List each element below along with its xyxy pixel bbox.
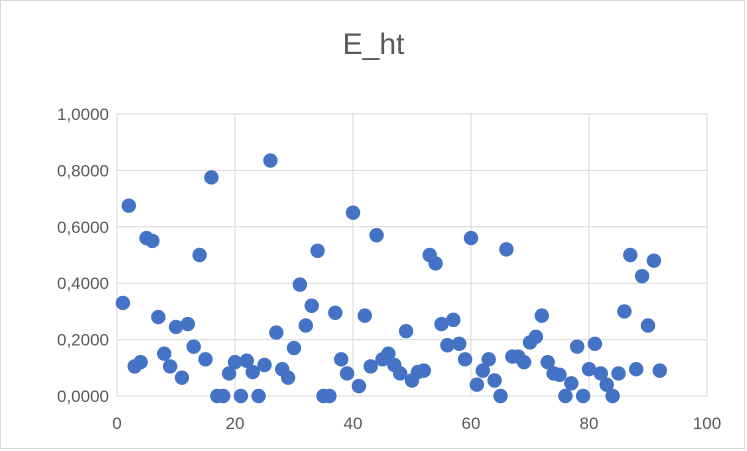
y-tick-label: 0,2000 bbox=[57, 331, 109, 350]
data-point bbox=[646, 253, 662, 268]
data-point bbox=[499, 242, 514, 257]
data-point bbox=[145, 233, 160, 249]
data-point bbox=[463, 230, 479, 246]
data-point bbox=[381, 346, 396, 361]
y-tick-label: 0,8000 bbox=[57, 161, 109, 180]
data-point bbox=[192, 247, 207, 263]
x-tick-label: 100 bbox=[693, 414, 721, 433]
data-point bbox=[446, 312, 461, 328]
data-point bbox=[652, 363, 667, 378]
data-point bbox=[233, 388, 249, 404]
data-point bbox=[322, 388, 337, 404]
data-point bbox=[617, 304, 632, 319]
data-point bbox=[174, 370, 190, 385]
y-tick-label: 0,6000 bbox=[57, 218, 109, 237]
data-point bbox=[440, 338, 455, 353]
data-point bbox=[157, 346, 172, 361]
x-tick-label: 40 bbox=[344, 414, 363, 433]
data-point bbox=[216, 388, 231, 404]
data-point bbox=[570, 339, 585, 354]
x-tick-label: 0 bbox=[112, 414, 121, 433]
data-point bbox=[481, 352, 496, 367]
data-point bbox=[334, 352, 349, 367]
data-point bbox=[363, 359, 378, 374]
data-point bbox=[351, 378, 367, 394]
data-point bbox=[245, 364, 260, 380]
data-point bbox=[310, 243, 325, 258]
data-point bbox=[168, 319, 184, 335]
y-tick-label: 0,4000 bbox=[57, 274, 109, 293]
y-tick-label: 1,0000 bbox=[57, 105, 109, 124]
data-point bbox=[115, 295, 131, 311]
data-point bbox=[605, 388, 620, 404]
data-point bbox=[180, 316, 195, 332]
gridlines bbox=[116, 113, 708, 397]
data-point bbox=[452, 336, 467, 352]
data-point bbox=[393, 366, 408, 381]
data-point bbox=[528, 329, 544, 344]
data-point bbox=[611, 366, 626, 381]
data-point bbox=[428, 256, 443, 271]
data-point bbox=[257, 357, 272, 373]
data-point bbox=[186, 339, 201, 354]
tick-labels: 0,0000 0,2000 0,4000 0,6000 0,8000 1,0000 0 20 4… bbox=[57, 105, 721, 433]
data-point bbox=[357, 308, 372, 323]
data-point bbox=[204, 170, 219, 185]
data-point bbox=[629, 362, 644, 377]
data-point bbox=[434, 316, 449, 332]
data-point bbox=[558, 388, 573, 404]
x-tick-label: 80 bbox=[580, 414, 599, 433]
data-point bbox=[593, 366, 608, 381]
data-point bbox=[469, 377, 485, 392]
data-point bbox=[269, 325, 284, 340]
data-point bbox=[339, 366, 355, 381]
data-point bbox=[634, 268, 650, 284]
x-tick-label: 20 bbox=[226, 414, 245, 433]
data-point bbox=[286, 340, 302, 356]
data-point bbox=[121, 198, 136, 213]
data-point bbox=[251, 388, 266, 404]
data-point bbox=[162, 359, 178, 374]
data-point bbox=[534, 308, 549, 323]
data-point bbox=[198, 352, 213, 367]
data-point bbox=[516, 354, 532, 370]
data-point bbox=[304, 298, 319, 313]
data-point bbox=[298, 318, 313, 333]
data-point bbox=[221, 366, 237, 381]
data-point bbox=[599, 377, 614, 392]
data-point bbox=[575, 388, 591, 404]
data-point bbox=[328, 305, 343, 321]
data-point bbox=[280, 370, 296, 385]
data-point bbox=[493, 388, 508, 404]
data-point bbox=[133, 354, 148, 370]
data-point bbox=[581, 362, 597, 377]
data-point bbox=[623, 247, 638, 263]
data-point bbox=[239, 353, 254, 368]
chart-title: E_ht bbox=[342, 28, 405, 61]
data-point bbox=[552, 367, 567, 383]
data-point bbox=[564, 376, 579, 391]
data-point bbox=[263, 153, 278, 168]
data-point bbox=[487, 373, 502, 388]
data-point bbox=[398, 323, 414, 339]
data-points bbox=[115, 153, 667, 404]
y-tick-label: 0,0000 bbox=[57, 387, 109, 406]
x-tick-label: 60 bbox=[462, 414, 481, 433]
data-point bbox=[640, 318, 656, 333]
data-point bbox=[227, 354, 243, 370]
data-point bbox=[292, 277, 308, 292]
data-point bbox=[587, 336, 603, 352]
data-point bbox=[457, 352, 473, 367]
data-point bbox=[345, 205, 361, 220]
data-point bbox=[475, 363, 490, 378]
data-point bbox=[416, 363, 431, 378]
data-point bbox=[151, 309, 166, 325]
data-point bbox=[540, 354, 555, 370]
data-point bbox=[369, 228, 384, 243]
